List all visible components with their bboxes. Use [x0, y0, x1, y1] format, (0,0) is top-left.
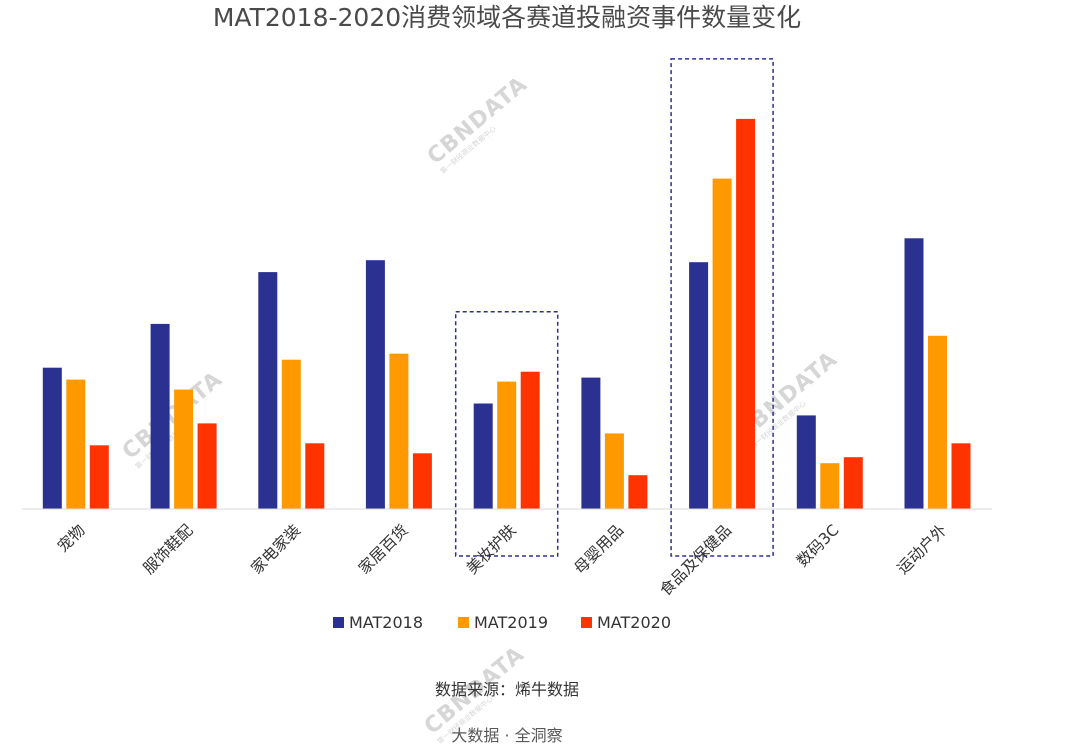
highlight-box: [670, 58, 774, 557]
bar: [174, 389, 194, 509]
highlight-box: [454, 310, 559, 557]
bar: [843, 457, 863, 509]
bar: [712, 178, 732, 509]
bar: [305, 443, 325, 509]
category-label: 运动户外: [894, 521, 951, 578]
data-source: 数据来源：烯牛数据: [435, 680, 579, 699]
category-label: 服饰鞋配: [140, 521, 197, 578]
category-labels: 宠物 服饰鞋配 家电家装 家居百货 美妆护肤 母婴用品 食品及保健品 数码3C 运动户外: [54, 521, 950, 600]
bar: [796, 415, 816, 509]
bar: [197, 423, 217, 509]
legend-swatch: [581, 617, 592, 628]
bar: [928, 335, 947, 509]
footer-slogan: 大数据 · 全洞察: [451, 726, 562, 745]
bar: [389, 353, 409, 509]
bar: [66, 379, 86, 509]
category-label: 母婴用品: [571, 521, 628, 578]
chart-title: MAT2018-2020消费领域各赛道投融资事件数量变化: [213, 3, 801, 32]
category-label: 食品及保健品: [656, 521, 734, 599]
category-label: 宠物: [54, 521, 89, 556]
bar: [581, 377, 601, 509]
bar: [42, 367, 62, 509]
bar: [150, 323, 170, 509]
watermark: CBNDATA 第一财经商业数据中心: [423, 72, 533, 176]
bar: [281, 359, 301, 509]
legend: MAT2018 MAT2019 MAT2020: [333, 613, 671, 632]
bar: [604, 433, 624, 509]
bar: [412, 453, 432, 509]
category-label: 家居百货: [355, 521, 412, 578]
legend-label: MAT2020: [597, 613, 671, 632]
bar: [904, 238, 924, 510]
bar: [951, 443, 971, 509]
bar: [365, 260, 385, 509]
category-label: 美妆护肤: [463, 521, 520, 578]
bar: [736, 118, 756, 510]
category-label: 家电家装: [248, 521, 305, 578]
bar: [89, 445, 109, 509]
category-label: 数码3C: [793, 521, 842, 570]
legend-swatch: [333, 617, 344, 628]
bars: [42, 118, 971, 510]
bar: [628, 475, 648, 509]
watermark-main: CBNDATA: [423, 72, 533, 170]
highlight-boxes: [454, 58, 774, 557]
bar: [497, 381, 517, 509]
bar: [689, 262, 709, 509]
bar: [520, 371, 540, 509]
legend-label: MAT2018: [349, 613, 423, 632]
legend-label: MAT2019: [474, 613, 548, 632]
bar: [258, 272, 278, 509]
legend-swatch: [458, 617, 469, 628]
bar: [473, 403, 493, 509]
bar: [820, 463, 840, 509]
